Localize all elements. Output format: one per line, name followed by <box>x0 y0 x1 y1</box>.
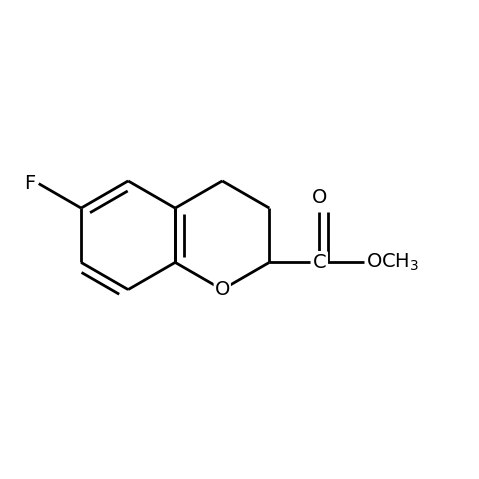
Text: C: C <box>312 253 326 272</box>
Text: O: O <box>312 188 327 207</box>
Text: F: F <box>24 174 35 193</box>
Text: O: O <box>215 280 230 299</box>
Text: OCH$_3$: OCH$_3$ <box>365 252 419 273</box>
